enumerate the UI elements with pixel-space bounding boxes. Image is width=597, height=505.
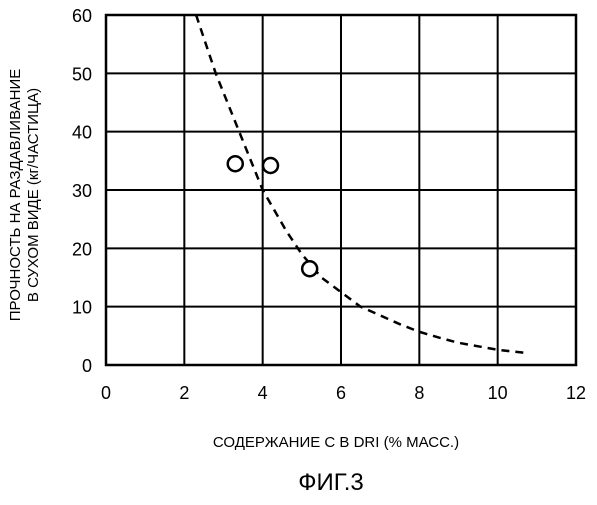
y-axis-title: ПРОЧНОСТЬ НА РАЗДАВЛИВАНИЕ В СУХОМ ВИДЕ … xyxy=(7,69,42,321)
y-tick-label: 30 xyxy=(72,181,92,201)
trend-curve-layer xyxy=(196,15,529,353)
trend-curve xyxy=(196,15,529,353)
data-point xyxy=(302,261,317,276)
x-axis-ticks: 0 2 4 6 8 10 12 xyxy=(101,383,586,403)
y-tick-label: 20 xyxy=(72,239,92,259)
data-point xyxy=(263,158,278,173)
y-tick-label: 40 xyxy=(72,123,92,143)
y-axis-title-line-1: ПРОЧНОСТЬ НА РАЗДАВЛИВАНИЕ xyxy=(7,69,24,321)
x-tick-label: 4 xyxy=(258,383,268,403)
y-tick-label: 10 xyxy=(72,298,92,318)
x-tick-label: 10 xyxy=(488,383,508,403)
x-tick-label: 8 xyxy=(414,383,424,403)
x-tick-label: 2 xyxy=(179,383,189,403)
y-axis-title-line-2: В СУХОМ ВИДЕ (кг/ЧАСТИЦА) xyxy=(25,88,42,302)
data-point xyxy=(228,156,243,171)
y-tick-label: 50 xyxy=(72,64,92,84)
x-axis-title: СОДЕРЖАНИЕ С В DRI (% МАСС.) xyxy=(213,434,459,451)
x-tick-label: 0 xyxy=(101,383,111,403)
y-tick-label: 60 xyxy=(72,6,92,26)
y-tick-label: 0 xyxy=(82,356,92,376)
y-axis-ticks: 0 10 20 30 40 50 60 xyxy=(72,6,92,376)
x-tick-label: 12 xyxy=(566,383,586,403)
x-tick-label: 6 xyxy=(336,383,346,403)
figure-caption: ФИГ.3 xyxy=(298,469,364,496)
grid xyxy=(106,15,576,365)
